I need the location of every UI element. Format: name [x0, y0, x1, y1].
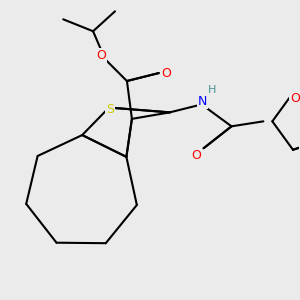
Text: H: H [207, 85, 216, 95]
Text: O: O [96, 49, 106, 62]
Text: O: O [290, 92, 300, 105]
Text: O: O [161, 67, 171, 80]
Text: N: N [198, 95, 207, 108]
Text: S: S [106, 103, 114, 116]
Text: O: O [192, 149, 202, 162]
